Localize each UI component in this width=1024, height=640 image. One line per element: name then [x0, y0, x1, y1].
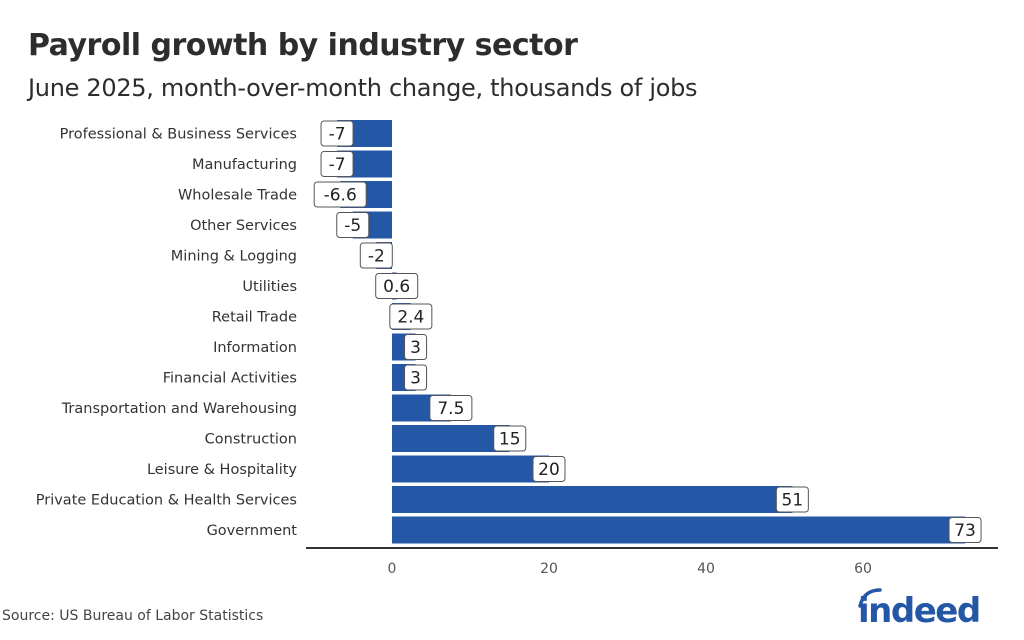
data-label-box	[320, 151, 354, 177]
logo-arc-icon	[858, 588, 882, 608]
data-label-box	[375, 273, 419, 299]
data-label-text: -5	[344, 216, 361, 236]
value-labels: -7 -7 -6.6 -5 -2 0.6 2.4 3 3 7.5 15 20 51 73	[313, 120, 982, 543]
bar	[392, 425, 510, 452]
category-label: Wholesale Trade	[178, 188, 297, 204]
data-label-text: 7.5	[437, 399, 464, 419]
data-label-box	[359, 242, 393, 269]
category-label: Financial Activities	[163, 371, 297, 387]
data-label-box	[775, 486, 809, 513]
data-label-text: -7	[329, 125, 346, 145]
x-tick-label: 20	[540, 561, 558, 577]
data-label-box	[404, 364, 428, 391]
data-label-box	[320, 120, 354, 147]
data-label: -7	[320, 120, 354, 147]
data-label-text: 0.6	[383, 277, 410, 297]
bar	[392, 455, 549, 483]
bar	[392, 486, 793, 513]
category-label: Leisure & Hospitality	[147, 462, 297, 478]
bar	[392, 516, 966, 544]
data-label-box	[948, 517, 982, 543]
category-label: Private Education & Health Services	[36, 493, 297, 509]
indeed-logo: indeed	[852, 584, 992, 632]
x-tick-label: 60	[854, 561, 872, 577]
data-label: 15	[493, 425, 527, 452]
data-label-box	[313, 181, 367, 208]
data-label: 51	[775, 486, 809, 513]
x-tick-label: 0	[388, 561, 397, 577]
source-note: Source: US Bureau of Labor Statistics	[2, 608, 264, 624]
data-label: -2	[359, 242, 393, 269]
category-label: Mining & Logging	[171, 249, 297, 265]
category-label: Professional & Business Services	[60, 127, 297, 143]
category-label: Information	[213, 340, 297, 356]
x-tick-label: 40	[697, 561, 715, 577]
data-label-text: 51	[782, 491, 804, 511]
data-label-box	[389, 303, 433, 330]
category-label: Transportation and Warehousing	[61, 401, 297, 417]
data-label: 73	[948, 517, 982, 543]
data-label: 2.4	[389, 303, 433, 330]
category-label: Construction	[205, 432, 297, 448]
data-label: -5	[336, 212, 370, 238]
data-label: 3	[404, 334, 428, 360]
category-label: Manufacturing	[192, 157, 297, 173]
data-label: 20	[532, 456, 566, 482]
bars-group	[337, 120, 966, 544]
chart-title: Payroll growth by industry sector	[28, 28, 578, 63]
category-labels: Professional & Business Services Manufact…	[36, 127, 298, 540]
chart-subtitle: June 2025, month-over-month change, thou…	[28, 74, 698, 102]
category-label: Other Services	[190, 218, 297, 234]
category-label: Government	[207, 523, 298, 539]
data-label: 7.5	[429, 395, 473, 421]
data-label-box	[404, 334, 428, 360]
data-label-text: 3	[410, 369, 421, 389]
data-label-box	[336, 212, 370, 238]
data-label-text: 73	[954, 521, 976, 541]
data-label-text: 20	[538, 460, 560, 480]
x-axis-ticks: 0 20 40 60	[388, 561, 872, 577]
data-label: 3	[404, 364, 428, 391]
data-label-box	[493, 425, 527, 452]
data-label-box	[532, 456, 566, 482]
data-label-text: -7	[329, 155, 346, 175]
data-label-text: 15	[499, 430, 521, 450]
data-label-text: -2	[368, 247, 385, 267]
category-label: Retail Trade	[212, 310, 297, 326]
data-label-box	[429, 395, 473, 421]
data-label-text: 3	[410, 338, 421, 358]
data-label-text: -6.6	[324, 186, 357, 206]
category-label: Utilities	[242, 279, 297, 295]
data-label: 0.6	[375, 273, 419, 299]
data-label: -7	[320, 151, 354, 177]
data-label: -6.6	[313, 181, 367, 208]
data-label-text: 2.4	[397, 308, 424, 328]
logo-text: indeed	[858, 591, 980, 628]
